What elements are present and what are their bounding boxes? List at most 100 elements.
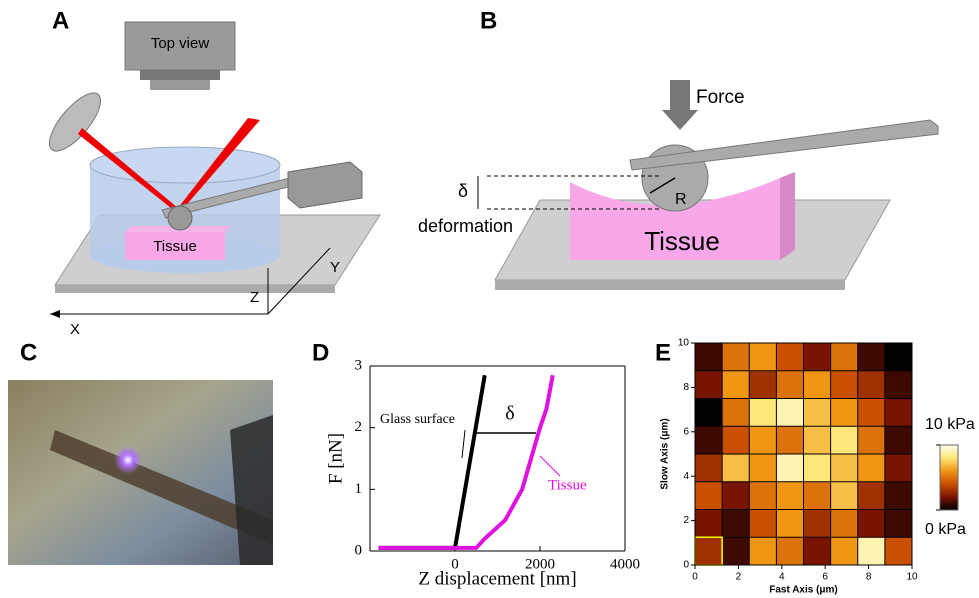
heatmap-cell [722, 454, 750, 482]
heatmap-cell [722, 537, 750, 565]
heatmap-cell [858, 371, 886, 399]
heatmap-cell [831, 399, 859, 427]
x-tick-label: 4000 [610, 556, 640, 572]
heatmap-cell [722, 399, 750, 427]
force-arrow [662, 80, 698, 130]
heatmap-cell [831, 371, 859, 399]
heatmap-cell [695, 537, 723, 565]
heatmap-cell [695, 399, 723, 427]
heatmap-cell [776, 399, 804, 427]
axis-label: Z [250, 289, 259, 306]
heatmap-cell [722, 482, 750, 510]
heatmap-cell [885, 371, 913, 399]
colorbar-label: 10 kPa [925, 416, 975, 433]
laser-spot [114, 446, 142, 474]
panel-label: A [52, 7, 69, 34]
heatmap-cell [858, 343, 886, 371]
tissue-side [780, 172, 795, 260]
panel-label: D [312, 339, 329, 366]
panel-label: B [480, 7, 497, 34]
y-tick-label: 4 [683, 471, 689, 482]
heatmap-cell [749, 482, 777, 510]
y-tick-label: 3 [355, 357, 363, 373]
heatmap-cell [885, 426, 913, 454]
x-axis-label: Z displacement [nm] [418, 568, 576, 589]
heatmap-cell [722, 426, 750, 454]
heatmap-cell [885, 454, 913, 482]
heatmap-cell [885, 510, 913, 538]
objective-lens [140, 70, 220, 80]
axis-label: Y [330, 259, 340, 276]
heatmap-cell [804, 426, 832, 454]
heatmap-cell [804, 399, 832, 427]
panel-label: E [655, 339, 671, 366]
x-tick-label: 2 [736, 572, 742, 583]
x-axis-label: Fast Axis (μm) [769, 585, 838, 596]
heatmap-cell [749, 371, 777, 399]
heatmap-cell [722, 343, 750, 371]
heatmap-cell [749, 343, 777, 371]
series-label: Tissue [548, 477, 587, 493]
heatmap-cell [695, 482, 723, 510]
x-tick-label: 8 [866, 572, 872, 583]
radius-label: R [675, 191, 687, 208]
objective-lens [150, 80, 210, 90]
data-line [379, 375, 485, 548]
heatmap-cell [722, 510, 750, 538]
y-axis-label: F [nN] [325, 433, 346, 484]
heatmap-cell [749, 510, 777, 538]
stage-edge [495, 280, 845, 290]
y-tick-label: 1 [355, 481, 363, 497]
heatmap-cell [776, 454, 804, 482]
heatmap-cell [858, 454, 886, 482]
y-tick-label: 8 [683, 382, 689, 393]
heatmap-cell [858, 510, 886, 538]
heatmap-cell [695, 454, 723, 482]
heatmap-cell [831, 537, 859, 565]
x-tick-label: 6 [822, 572, 828, 583]
arrow [50, 310, 60, 318]
y-tick-label: 10 [678, 338, 690, 349]
heatmap-cell [749, 537, 777, 565]
figure: A Tissue Top view X Y Z B Tissue [0, 0, 979, 598]
heatmap-cell [776, 537, 804, 565]
heatmap-cell [858, 482, 886, 510]
heatmap-cell [695, 426, 723, 454]
y-tick-label: 2 [355, 419, 363, 435]
delta-label: δ [458, 181, 468, 201]
panel-c: C [8, 339, 273, 565]
panel-label: C [20, 339, 37, 366]
heatmap-cell [776, 510, 804, 538]
heatmap-cell [885, 343, 913, 371]
heatmap-cell [749, 399, 777, 427]
heatmap-cell [804, 510, 832, 538]
colorbar [940, 445, 958, 510]
delta-label: δ [505, 403, 514, 425]
heatmap-cell [695, 343, 723, 371]
x-tick-label: 4 [779, 572, 785, 583]
heatmap-cell [831, 510, 859, 538]
heatmap-cell [749, 426, 777, 454]
pointer [462, 430, 465, 458]
colorbar-label: 0 kPa [925, 521, 966, 538]
stage-edge [55, 285, 335, 293]
heatmap-cell [858, 399, 886, 427]
force-label: Force [696, 87, 745, 108]
tissue-label: Tissue [644, 226, 720, 256]
axis-label: X [70, 321, 80, 338]
panel-a: A Tissue Top view X Y Z [41, 7, 380, 338]
heatmap-cell [831, 343, 859, 371]
panel-b: B Tissue R Force δ deformation [418, 7, 938, 290]
heatmap-cell [776, 371, 804, 399]
heatmap-cell [695, 510, 723, 538]
x-tick-label: 10 [906, 572, 918, 583]
heatmap-cell [776, 482, 804, 510]
y-tick-label: 0 [683, 560, 689, 571]
y-tick-label: 6 [683, 426, 689, 437]
heatmap-cell [804, 371, 832, 399]
deformation-label: deformation [418, 216, 513, 236]
heatmap-cell [804, 537, 832, 565]
heatmap-cell [804, 454, 832, 482]
holder [288, 162, 362, 208]
x-tick-label: 0 [692, 572, 698, 583]
